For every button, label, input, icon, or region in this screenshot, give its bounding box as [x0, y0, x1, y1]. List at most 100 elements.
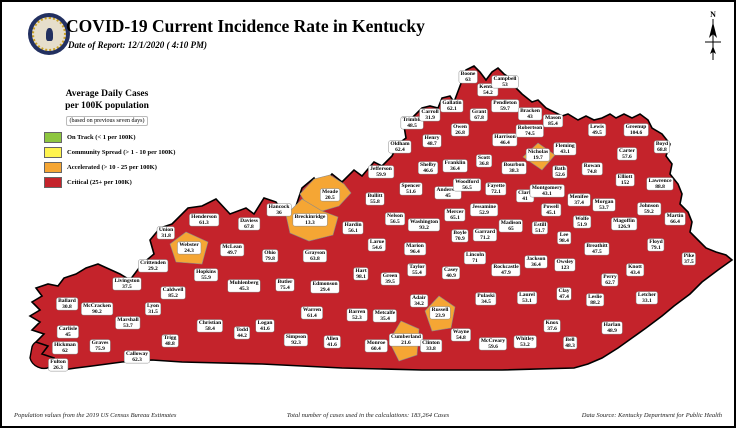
- county-label: Lewis 49.5: [588, 123, 606, 137]
- county-label: Leslie 88.2: [586, 293, 604, 307]
- county-label: Allen 41.6: [324, 335, 340, 349]
- county-label: Meade 20.5: [320, 188, 340, 202]
- county-label: Harlan 48.9: [602, 321, 622, 335]
- county-label: Henderson 61.3: [189, 213, 219, 227]
- county-label: Carlisle 45: [57, 325, 79, 339]
- county-label: Metcalfe 35.4: [373, 309, 397, 323]
- county-label: Boyd 68.8: [654, 140, 670, 154]
- county-label: Hickman 62: [52, 341, 78, 355]
- county-label: Floyd 79.1: [647, 238, 665, 252]
- county-label: Magoffin 126.9: [611, 217, 637, 231]
- county-label: Trigg 48.8: [162, 334, 178, 348]
- county-label: Perry 62.7: [601, 273, 619, 287]
- county-label: Oldham 62.4: [388, 140, 412, 154]
- county-label: Ballard 30.8: [56, 297, 78, 311]
- legend-subtitle: (based on previous seven days): [65, 115, 149, 126]
- county-label: Owen 26.8: [451, 123, 469, 137]
- county-label: Todd 44.2: [234, 326, 250, 340]
- on-track-swatch: [44, 131, 62, 143]
- seal-figure: [45, 27, 53, 41]
- county-label: Logan 41.6: [256, 319, 274, 333]
- county-label: Warren 61.4: [301, 306, 323, 320]
- county-label: Webster 24.3: [177, 241, 201, 255]
- county-label: Pike 37.5: [682, 252, 696, 266]
- county-label: Green 39.5: [381, 272, 399, 286]
- county-label: Cumberland 21.6: [389, 333, 423, 347]
- footer-total-cases: Total number of cases used in the calcul…: [286, 412, 450, 419]
- county-label: Jessamine 52.9: [470, 203, 498, 217]
- svg-text:N: N: [710, 10, 716, 19]
- county-label: Shelby 46.6: [418, 161, 438, 175]
- county-label: Bell 48.3: [563, 336, 577, 350]
- county-label: Jefferson 59.9: [368, 165, 394, 179]
- county-label: McCreary 59.6: [479, 337, 507, 351]
- county-label: Estill 51.7: [532, 221, 548, 235]
- report-date: Date of Report: 12/1/2020 ( 4:10 PM): [68, 40, 207, 50]
- county-label: Clinton 33.8: [420, 339, 442, 353]
- county-label: Graves 75.9: [90, 339, 110, 353]
- county-label: Lee 98.4: [557, 231, 571, 245]
- county-label: Grayson 63.8: [303, 249, 327, 263]
- legend: Average Daily Cases per 100K population …: [32, 88, 182, 192]
- legend-item-critical: Critical (25+ per 100K): [44, 176, 182, 188]
- county-label: Jackson 36.4: [525, 255, 547, 269]
- county-label: Washington 93.2: [408, 218, 440, 232]
- county-label: Daviess 67.8: [238, 217, 260, 231]
- county-label: Gallatin 62.1: [440, 99, 464, 113]
- county-label: Boyle 70.9: [451, 229, 469, 243]
- county-label: Menifee 37.4: [568, 193, 590, 207]
- county-label: Marion 96.4: [404, 242, 426, 256]
- county-label: Rockcastle 47.9: [491, 263, 521, 277]
- county-label: Bourbon 38.3: [502, 161, 526, 175]
- county-label: Morgan 53.7: [593, 198, 615, 212]
- county-label: Campbell 53: [492, 75, 518, 89]
- county-label: Powell 45.1: [541, 203, 561, 217]
- county-label: Knox 37.6: [544, 319, 560, 333]
- county-label: Letcher 33.1: [636, 291, 658, 305]
- county-label: Rowan 74.8: [582, 162, 602, 176]
- county-label: Hart 98.1: [353, 267, 369, 281]
- county-label: Trimble 48.5: [401, 116, 423, 130]
- footer-data-source: Data Source: Kentucky Department for Pub…: [581, 412, 722, 419]
- kentucky-seal-inner: [32, 17, 66, 51]
- county-label: Lincoln 71: [464, 251, 486, 265]
- county-label: Pendleton 59.7: [491, 99, 519, 113]
- county-label: Laurel 53.1: [517, 291, 537, 305]
- community-spread-swatch: [44, 146, 62, 158]
- county-label: Owsley 123: [554, 258, 576, 272]
- county-label: Nelson 56.5: [385, 212, 405, 226]
- footer-population-note: Population values from the 2019 US Censu…: [14, 412, 177, 419]
- county-label: Fulton 26.3: [48, 358, 68, 372]
- county-label: Franklin 36.4: [443, 159, 467, 173]
- legend-item-on-track: On Track (< 1 per 100K): [44, 131, 182, 143]
- county-label: Woodford 56.5: [453, 178, 481, 192]
- county-label: Fleming 43.1: [553, 142, 577, 156]
- county-label: Garrard 71.2: [473, 228, 497, 242]
- county-label: Carroll 31.9: [419, 108, 441, 122]
- county-label: Mason 85.4: [543, 114, 563, 128]
- county-label: Martin 66.4: [665, 212, 685, 226]
- county-label: Russell 23.9: [430, 306, 450, 320]
- county-label: Robertson 74.5: [516, 124, 544, 138]
- county-label: Boone 63: [459, 70, 477, 84]
- county-label: Whitley 53.2: [514, 335, 536, 349]
- county-label: Elliott 152: [616, 173, 634, 187]
- county-label: Grant 67.8: [470, 108, 488, 122]
- county-label: McLean 49.7: [220, 243, 244, 257]
- county-label: Livingston 37.5: [112, 277, 142, 291]
- county-label: Muhlenberg 45.3: [227, 279, 261, 293]
- county-label: Taylor 55.4: [407, 263, 427, 277]
- county-label: Clark 41: [516, 189, 534, 203]
- county-label: Adair 34.2: [410, 294, 428, 308]
- county-label: Wolfe 51.9: [573, 215, 591, 229]
- county-label: Fayette 72.1: [485, 182, 507, 196]
- county-label: Henry 48.7: [423, 134, 441, 148]
- county-label: Pulaski 34.5: [475, 292, 497, 306]
- county-label: Simpson 92.3: [284, 333, 308, 347]
- county-label: Montgomery 43.1: [530, 184, 564, 198]
- compass-north-icon: N: [705, 10, 721, 60]
- county-label: Christian 58.4: [197, 319, 223, 333]
- county-label: Ohio 79.8: [262, 249, 278, 263]
